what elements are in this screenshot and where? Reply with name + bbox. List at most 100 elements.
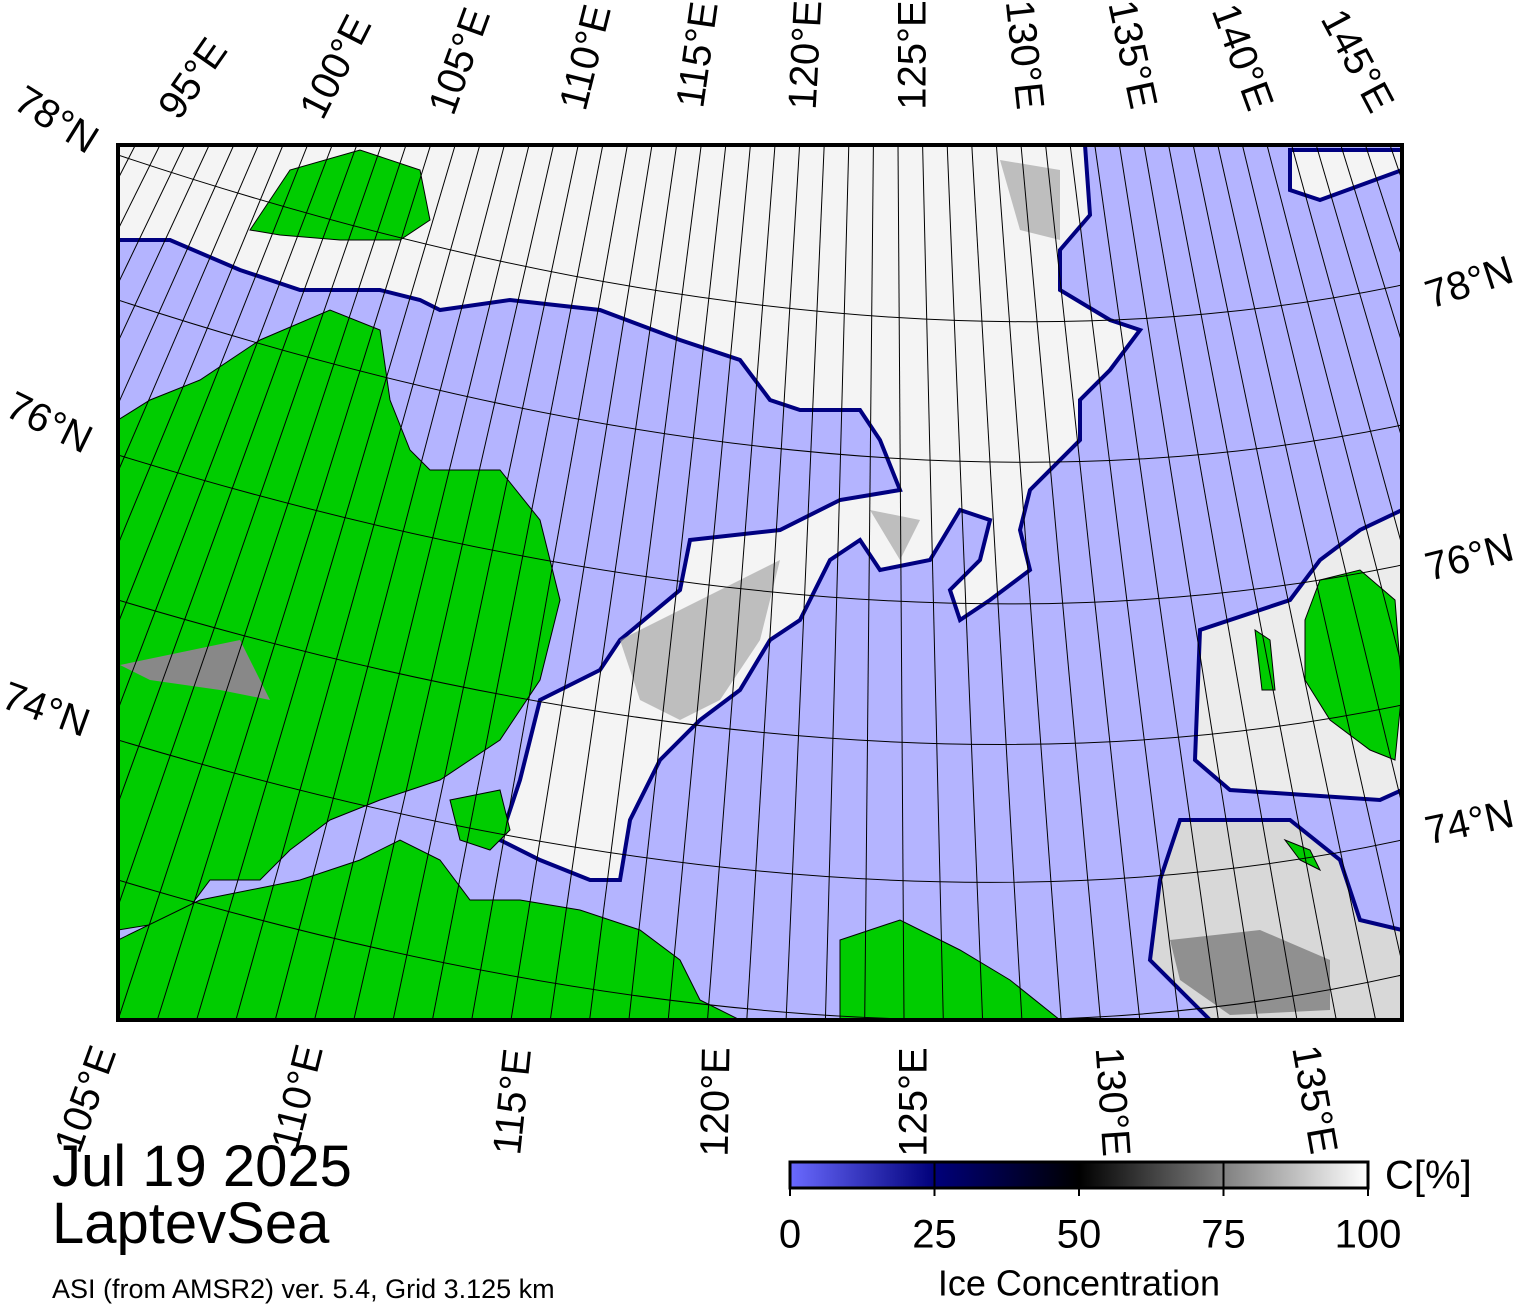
meridian — [589, 145, 702, 1020]
parallel — [118, 154, 1402, 323]
colorbar-tick-label: 50 — [1057, 1213, 1102, 1257]
land — [118, 839, 741, 1020]
meridian — [392, 145, 579, 1020]
meridian — [1143, 145, 1298, 1020]
graticule — [0, 145, 1525, 1020]
meridian — [1340, 145, 1402, 345]
meridian — [0, 145, 86, 1020]
top-label: 145°E — [1312, 2, 1402, 119]
meridian — [1094, 145, 1219, 1020]
meridian — [667, 145, 751, 1020]
colorbar-tick-label: 25 — [912, 1213, 957, 1257]
sea-ice — [118, 145, 1144, 882]
meridian — [431, 145, 604, 1020]
meridian — [1217, 145, 1402, 966]
colorbar-tick-label: 0 — [779, 1213, 801, 1257]
left-label: 76°N — [0, 383, 99, 462]
land — [1254, 628, 1322, 872]
meridian — [1241, 145, 1402, 807]
meridian — [510, 145, 653, 1020]
meridian — [118, 145, 210, 343]
top-label: 135°E — [1099, 0, 1165, 113]
left-label: 78°N — [7, 78, 106, 163]
meridian — [471, 145, 628, 1020]
top-label: 100°E — [291, 8, 380, 125]
meridian — [628, 145, 727, 1020]
meridian — [118, 145, 136, 180]
land — [249, 149, 431, 241]
meridian — [995, 145, 1062, 1020]
meridian — [118, 145, 407, 1020]
meridian — [1168, 145, 1337, 1020]
source: ASI (from AMSR2) ver. 5.4, Grid 3.125 km — [52, 1274, 555, 1304]
map-area — [0, 145, 1525, 1020]
parallel — [118, 299, 1402, 463]
meridian — [1045, 145, 1141, 1020]
left-label: 74°N — [0, 674, 95, 746]
meridian — [1118, 145, 1259, 1020]
meridian — [1266, 145, 1402, 669]
meridian — [118, 145, 259, 473]
colorbar-label: Ice Concentration — [938, 1263, 1220, 1304]
meridian — [314, 145, 530, 1020]
map-frame — [116, 143, 1404, 1022]
top-label: 95°E — [150, 30, 236, 127]
meridian — [1513, 145, 1525, 1020]
colorbar-tick-label: 75 — [1201, 1213, 1246, 1257]
top-label: 115°E — [668, 0, 726, 110]
meridian — [897, 145, 905, 1020]
meridian — [118, 145, 358, 805]
meridian — [118, 145, 235, 406]
meridian — [0, 145, 111, 1020]
meridian — [118, 145, 333, 711]
meridian — [1069, 145, 1180, 1020]
right-label: 78°N — [1420, 248, 1519, 317]
right-label: 74°N — [1421, 792, 1518, 854]
land-low — [120, 640, 270, 700]
bottom-label: 130°E — [1087, 1046, 1139, 1158]
meridian — [746, 145, 801, 1020]
top-label: 125°E — [891, 0, 935, 109]
region: LaptevSea — [52, 1191, 330, 1256]
meridian — [1192, 145, 1377, 1020]
meridian — [118, 145, 309, 625]
bottom-label: 120°E — [693, 1047, 739, 1157]
land — [1304, 569, 1402, 761]
meridian — [707, 145, 776, 1020]
colorbar-unit: C[%] — [1385, 1154, 1472, 1198]
meridian — [1020, 145, 1101, 1020]
top-label: 140°E — [1203, 0, 1282, 116]
parallel — [118, 739, 1402, 883]
top-label: 120°E — [781, 0, 831, 111]
meridian — [922, 145, 944, 1020]
meridian — [946, 145, 984, 1020]
meridian — [196, 145, 456, 1020]
colorbar-tick-label: 100 — [1335, 1213, 1402, 1257]
meridian — [353, 145, 555, 1020]
parallel — [118, 599, 1402, 745]
meridian — [1291, 145, 1402, 548]
colorbar: C[%] Ice Concentration 0 25 50 75 100 — [779, 1154, 1472, 1304]
land — [839, 919, 1061, 1020]
ice-texture — [620, 160, 1060, 720]
bottom-label: 115°E — [485, 1047, 540, 1157]
top-label: 110°E — [551, 0, 619, 114]
meridian — [274, 145, 505, 1020]
parallel — [118, 879, 1402, 1020]
meridian — [0, 145, 62, 1020]
meridian — [156, 145, 432, 1020]
land — [449, 789, 511, 851]
parallel — [118, 454, 1402, 605]
meridian — [971, 145, 1023, 1020]
right-label: 76°N — [1421, 525, 1518, 589]
sea-ice — [1288, 148, 1402, 203]
meridian — [864, 145, 874, 1020]
meridian — [235, 145, 481, 1020]
meridian — [118, 145, 284, 546]
top-label: 105°E — [420, 2, 499, 120]
top-label: 130°E — [997, 0, 1052, 111]
bottom-label: 135°E — [1283, 1042, 1345, 1157]
meridian — [1315, 145, 1402, 441]
meridian — [824, 145, 850, 1020]
